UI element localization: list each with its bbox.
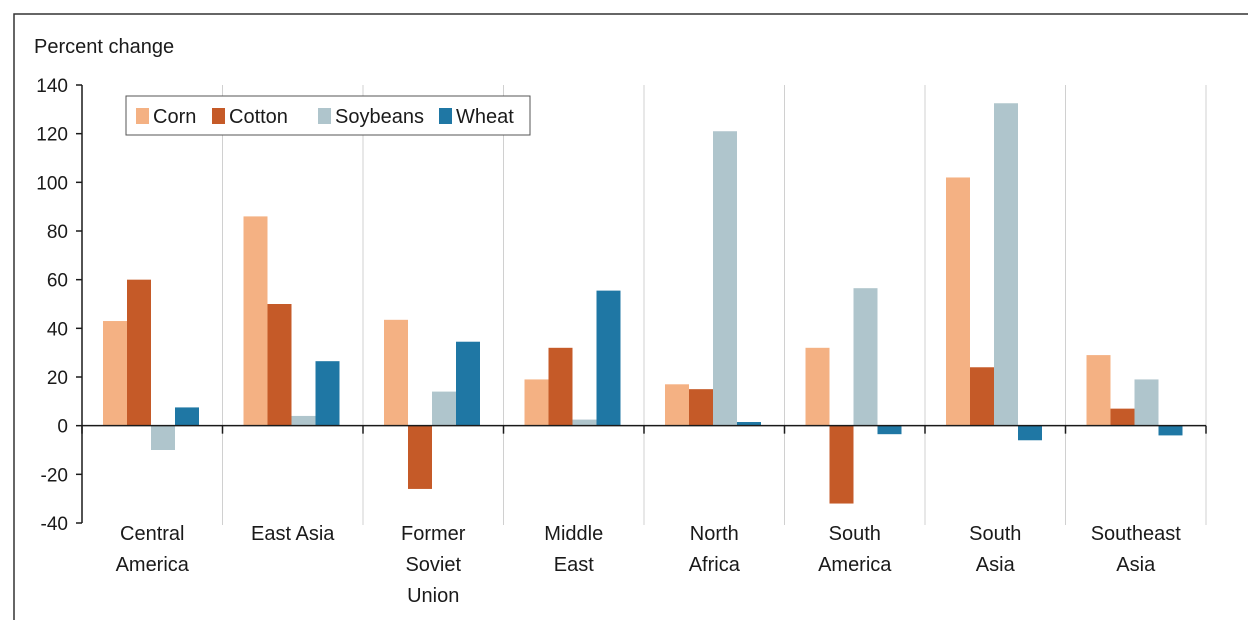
bar-cotton-5: [829, 425, 854, 504]
bar-soybeans-6: [994, 103, 1018, 426]
x-tick-label: South: [829, 523, 881, 545]
y-tick-label: 140: [36, 76, 68, 97]
bar-corn-7: [1086, 355, 1111, 426]
x-tick-label: Southeast: [1091, 523, 1182, 545]
legend-swatch-corn: [136, 108, 149, 124]
y-tick-label: -40: [41, 514, 68, 535]
chart-frame: [13, 13, 1248, 620]
bar-soybeans-4: [713, 131, 737, 426]
category-separators: [222, 85, 1207, 525]
legend-swatch-soybeans: [318, 108, 331, 124]
x-tick-label: Middle: [544, 523, 603, 545]
x-tick-labels: Central America East Asia Former Soviet Union…: [116, 523, 1182, 607]
legend-swatch-cotton: [212, 108, 225, 124]
legend-label-wheat: Wheat: [456, 106, 514, 128]
bar-wheat-1: [315, 361, 340, 426]
y-tick-label: -20: [41, 465, 68, 486]
bar-wheat-6: [1018, 425, 1042, 441]
y-tick-labels: 140 120 100 80 60 40 20 0 -20 -40: [36, 76, 68, 535]
x-tick-label: Former: [401, 523, 466, 545]
x-tick-label: America: [818, 554, 892, 576]
bar-corn-4: [665, 384, 689, 426]
bars: [103, 103, 1183, 504]
x-tick-label: Soviet: [405, 554, 461, 576]
bar-soybeans-5: [853, 288, 878, 426]
bar-corn-3: [524, 379, 549, 426]
bar-corn-1: [243, 216, 268, 426]
y-tick-label: 40: [47, 319, 68, 340]
y-tick-label: 100: [36, 173, 68, 194]
bar-corn-0: [103, 321, 127, 426]
x-tick-label: Central: [120, 523, 184, 545]
axes: [76, 84, 1207, 524]
bar-wheat-7: [1158, 425, 1183, 436]
y-axis-title: Percent change: [34, 36, 174, 58]
bar-cotton-4: [689, 389, 713, 426]
x-tick-label: Africa: [689, 554, 741, 576]
bar-soybeans-0: [151, 425, 175, 450]
bar-cotton-0: [127, 279, 151, 426]
legend: Corn Cotton Soybeans Wheat: [125, 95, 531, 136]
bar-corn-6: [946, 177, 970, 426]
bar-soybeans-7: [1134, 379, 1159, 426]
x-tick-label: South: [969, 523, 1021, 545]
y-tick-label: 60: [47, 271, 68, 292]
bar-wheat-5: [877, 425, 902, 435]
legend-label-cotton: Cotton: [229, 106, 288, 128]
bar-wheat-2: [456, 341, 480, 426]
bar-soybeans-3: [572, 419, 597, 426]
legend-swatch-wheat: [439, 108, 452, 124]
y-tick-label: 80: [47, 222, 68, 243]
x-tick-label: East: [554, 554, 594, 576]
x-tick-label: North: [690, 523, 739, 545]
bar-corn-5: [805, 347, 830, 426]
bar-corn-2: [384, 319, 408, 426]
legend-label-soybeans: Soybeans: [335, 106, 424, 128]
bar-wheat-3: [596, 290, 621, 426]
x-tick-label: Asia: [976, 554, 1016, 576]
bar-wheat-4: [737, 422, 761, 426]
bar-cotton-2: [408, 425, 432, 489]
legend-label-corn: Corn: [153, 106, 196, 128]
x-tick-label: East Asia: [251, 523, 335, 545]
bar-soybeans-1: [291, 415, 316, 426]
y-tick-label: 0: [57, 417, 68, 438]
bar-soybeans-2: [432, 391, 456, 426]
bar-cotton-6: [970, 367, 994, 426]
bar-cotton-1: [267, 304, 292, 426]
x-tick-label: America: [116, 554, 190, 576]
y-tick-label: 120: [36, 125, 68, 146]
y-tick-label: 20: [47, 368, 68, 389]
x-tick-label: Union: [407, 585, 459, 607]
bar-cotton-7: [1110, 408, 1135, 426]
x-tick-label: Asia: [1116, 554, 1156, 576]
bar-wheat-0: [175, 407, 199, 426]
bar-cotton-3: [548, 347, 573, 426]
